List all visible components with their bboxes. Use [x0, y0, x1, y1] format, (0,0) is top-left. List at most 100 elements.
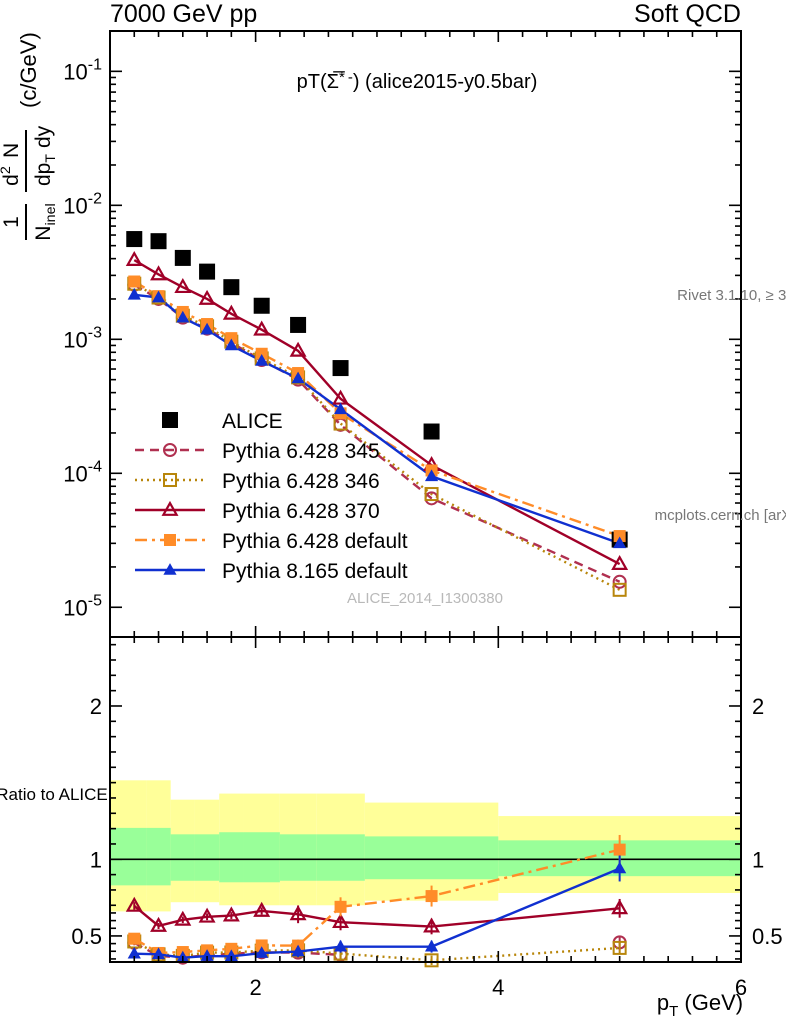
ratio-point-Pythia-6-428-370: [222, 906, 240, 922]
data-point-Pythia-8-165-default: [291, 371, 305, 384]
y-tick-label: 10-1: [63, 56, 102, 84]
data-point-ALICE: [253, 297, 270, 314]
ratio-point-Pythia-8-165-default: [255, 946, 269, 958]
data-point-Pythia-8-165-default: [255, 353, 269, 366]
side-text-rivet: Rivet 3.1.10, ≥ 300k events: [677, 287, 786, 304]
ratio-point-Pythia-8-165-default: [613, 861, 627, 874]
ratio-point-Pythia-8-165-default: [224, 949, 238, 962]
data-point-Pythia-8-165-default: [151, 290, 166, 303]
legend-marker-5: [163, 563, 177, 575]
data-point-ALICE: [423, 423, 440, 440]
data-point-ALICE: [126, 231, 143, 248]
x-tick-label: 4: [492, 975, 504, 1000]
data-point-Pythia-6-428-370: [174, 278, 192, 294]
ratio-band-inner: [364, 836, 499, 880]
legend-marker-3: [161, 500, 179, 516]
ratio-point-Pythia-8-165-default: [151, 947, 166, 960]
ratio-point-Pythia-6-428-370: [423, 917, 441, 933]
header-right-process: Soft QCD: [634, 0, 741, 28]
ratio-point-Pythia-6-428-default: [255, 939, 268, 952]
ratio-point-Pythia-8-165-default: [333, 939, 348, 952]
data-point-ALICE: [150, 233, 167, 250]
data-point-Pythia-6-428-346: [424, 487, 439, 502]
ratio-band-inner: [146, 827, 171, 886]
ratio-point-Pythia-6-428-default: [425, 890, 438, 903]
ratio-point-Pythia-8-165-default: [424, 939, 439, 952]
data-point-Pythia-8-165-default: [613, 536, 627, 549]
data-point-Pythia-6-428-default: [225, 332, 238, 345]
data-point-Pythia-8-165-default: [176, 310, 190, 323]
svg-text:1: 1: [0, 216, 23, 228]
ratio-point-Pythia-6-428-default: [334, 900, 347, 913]
data-point-Pythia-6-428-default: [128, 275, 141, 288]
data-point-Pythia-6-428-370: [611, 554, 629, 571]
ratio-line-Pythia-6-428-346: [133, 940, 620, 962]
y-tick-label: 10-2: [63, 190, 102, 218]
x-axis-label: pT (GeV): [657, 990, 743, 1020]
data-point-ALICE: [199, 263, 216, 280]
ratio-y-tick-label: 0.5: [71, 924, 102, 949]
ratio-point-Pythia-6-428-370: [150, 916, 168, 932]
ratio-point-Pythia-6-428-default: [613, 843, 626, 856]
y-tick-label: 10-4: [63, 458, 102, 486]
legend-label-3: Pythia 6.428 370: [222, 500, 380, 523]
ratio-point-Pythia-6-428-default: [225, 942, 238, 955]
svg-text:N: N: [0, 143, 23, 158]
svg-text:Ninel: Ninel: [32, 203, 59, 240]
ratio-band-inner: [170, 834, 195, 881]
data-point-Pythia-6-428-default: [613, 530, 626, 543]
ratio-point-Pythia-6-428-370: [253, 901, 271, 917]
ratio-point-Pythia-6-428-default: [128, 932, 141, 945]
svg-text:(c/GeV): (c/GeV): [16, 32, 41, 108]
ratio-band-inner: [279, 834, 317, 881]
data-point-ALICE: [223, 279, 240, 296]
ratio-y-tick-label: 2: [90, 694, 102, 719]
ratio-y-tick-label-right: 0.5: [752, 924, 783, 949]
ratio-band-inner: [243, 832, 280, 883]
legend-marker-1: [163, 443, 177, 457]
ratio-band-inner: [316, 834, 365, 881]
data-point-Pythia-6-428-345: [612, 574, 627, 589]
y-tick-label: 10-5: [63, 592, 102, 620]
legend-marker-0: [162, 412, 178, 428]
ratio-point-Pythia-8-165-default: [291, 944, 305, 957]
ratio-point-Pythia-8-165-default: [200, 949, 214, 961]
data-point-ALICE: [174, 249, 191, 266]
data-point-Pythia-6-428-default: [255, 347, 268, 360]
data-point-Pythia-6-428-370: [222, 304, 240, 320]
plot-title: pT(Σ̅* -) (alice2015-y0.5bar): [297, 69, 538, 93]
ratio-band-inner: [219, 832, 244, 883]
ratio-line-Pythia-8-165-default: [134, 867, 621, 959]
data-point-Pythia-6-428-370: [198, 289, 216, 305]
header-left-energy: 7000 GeV pp: [110, 0, 257, 28]
data-point-Pythia-6-428-346: [612, 582, 627, 597]
ratio-point-Pythia-6-428-370: [125, 896, 143, 912]
ratio-y-tick-label-right: 1: [752, 847, 764, 872]
data-point-Pythia-8-165-default: [424, 469, 439, 482]
data-point-ALICE: [290, 316, 307, 333]
data-point-Pythia-8-165-default: [200, 322, 214, 335]
ratio-point-Pythia-6-428-370: [174, 910, 192, 926]
y-tick-label: 10-3: [63, 324, 102, 352]
data-point-Pythia-6-428-370: [125, 250, 143, 267]
data-point-ALICE: [332, 360, 349, 377]
x-tick-label: 2: [249, 975, 261, 1000]
series-line-Pythia-6-428-370: [133, 259, 621, 566]
ratio-y-tick-label-right: 2: [752, 694, 764, 719]
data-point-Pythia-6-428-370: [289, 341, 307, 357]
legend-label-5: Pythia 8.165 default: [222, 560, 408, 583]
legend-label-1: Pythia 6.428 345: [222, 440, 380, 463]
legend-label-0: ALICE: [222, 410, 283, 433]
ratio-point-Pythia-6-428-346: [612, 940, 627, 955]
ratio-band-inner: [194, 834, 220, 881]
svg-text:dy: dy: [32, 125, 55, 148]
ratio-point-Pythia-6-428-370: [198, 907, 216, 923]
legend-marker-4: [164, 534, 176, 546]
x-tick-label: 6: [735, 975, 747, 1000]
svg-text:dpT: dpT: [32, 154, 59, 186]
data-point-Pythia-6-428-370: [253, 320, 271, 336]
data-point-Pythia-6-428-370: [150, 265, 168, 281]
